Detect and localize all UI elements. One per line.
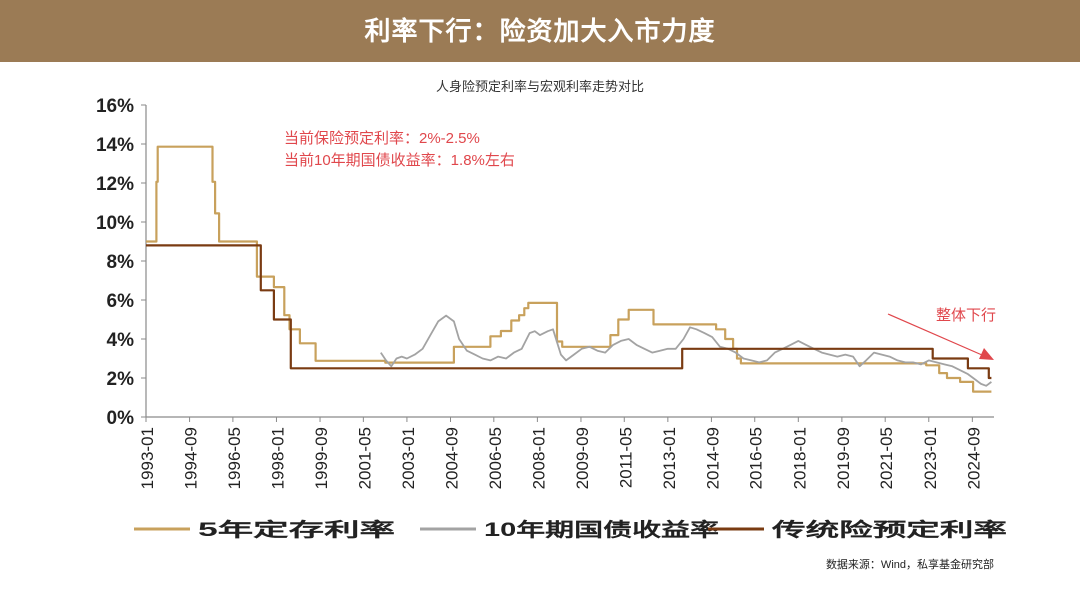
y-tick-label: 14% — [96, 135, 134, 156]
series-line-2 — [380, 314, 992, 387]
x-tick-label: 2024-09 — [964, 427, 983, 489]
rate-comparison-chart: 人身险预定利率与宏观利率走势对比 0% 2% 4% 6% 8% 10% 12% 14% 16% 19… — [96, 79, 1007, 541]
legend-label-3: 传统险预定利率 — [770, 518, 1007, 541]
x-tick-label: 1996-05 — [225, 427, 244, 489]
y-tick-label: 16% — [96, 96, 134, 117]
chart-title: 人身险预定利率与宏观利率走势对比 — [436, 79, 644, 94]
trend-arrow-head — [979, 348, 994, 360]
legend-label-2: 10年期国债收益率 — [484, 518, 719, 541]
y-tick-label: 10% — [96, 213, 134, 234]
y-tick-label: 0% — [107, 408, 135, 429]
y-tick-label: 6% — [107, 291, 135, 312]
x-tick-label: 2019-09 — [834, 427, 853, 489]
x-tick-label: 1994-09 — [182, 427, 201, 489]
x-tick-label: 1998-01 — [268, 427, 287, 489]
x-tick-label: 2016-05 — [747, 427, 766, 489]
annotation-insurance-rate: 当前保险预定利率：2%-2.5% — [284, 130, 480, 147]
page-title: 利率下行：险资加大入市力度 — [364, 16, 716, 46]
x-tick-label: 2003-01 — [399, 427, 418, 489]
series-line-1 — [146, 145, 992, 393]
y-tick-label: 4% — [107, 330, 135, 351]
x-tick-label: 2008-01 — [529, 427, 548, 489]
y-tick-label: 12% — [96, 174, 134, 195]
x-tick-label: 2011-05 — [616, 427, 635, 488]
y-tick-label: 8% — [107, 252, 135, 273]
annotation-bond-yield: 当前10年期国债收益率：1.8%左右 — [284, 152, 515, 169]
x-tick-label: 2018-01 — [790, 427, 809, 489]
x-tick-label: 2021-05 — [877, 427, 896, 489]
trend-arrow-line — [887, 313, 983, 356]
data-source-note: 数据来源：Wind，私享基金研究部 — [825, 559, 994, 571]
x-tick-label: 2001-05 — [355, 427, 374, 489]
x-tick-label: 2006-05 — [486, 427, 505, 489]
legend-label-1: 5年定存利率 — [198, 518, 395, 541]
x-tick-label: 2023-01 — [921, 427, 940, 489]
annotation-trend-label: 整体下行 — [936, 307, 996, 324]
x-tick-label: 2013-01 — [660, 427, 679, 489]
x-tick-label: 2014-09 — [703, 427, 722, 489]
series-line-3 — [146, 244, 992, 380]
x-tick-label: 1993-01 — [138, 427, 157, 489]
x-tick-label: 2009-09 — [573, 427, 592, 489]
x-tick-label: 2004-09 — [442, 427, 461, 489]
title-banner — [0, 0, 1080, 62]
x-tick-label: 1999-09 — [312, 427, 331, 489]
y-tick-label: 2% — [107, 369, 135, 390]
